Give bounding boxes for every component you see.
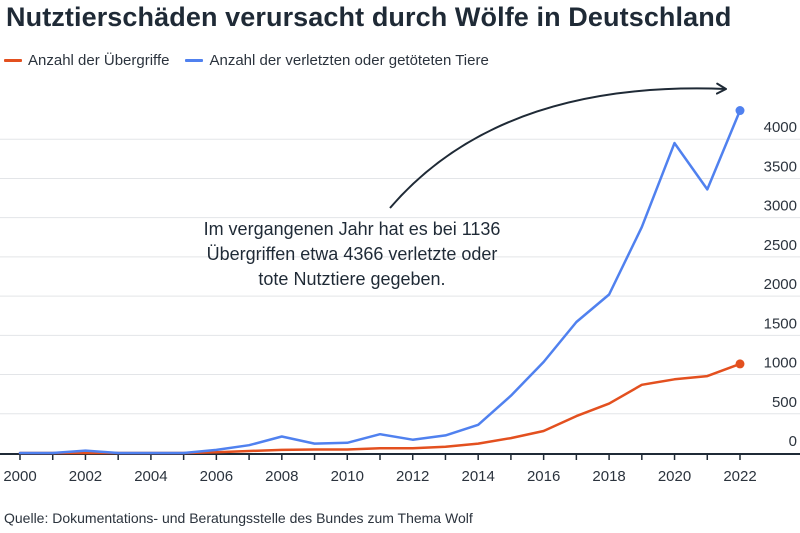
legend-swatch-animals <box>185 59 204 62</box>
x-tick-label: 2022 <box>723 468 756 485</box>
y-tick-label: 4000 <box>764 119 797 136</box>
x-tick-label: 2010 <box>331 468 364 485</box>
legend: Anzahl der Übergriffe Anzahl der verletz… <box>4 52 505 69</box>
legend-label-animals: Anzahl der verletzten oder getöteten Tie… <box>209 52 489 69</box>
x-tick-label: 2008 <box>265 468 298 485</box>
y-tick-label: 3500 <box>764 158 797 175</box>
legend-label-attacks: Anzahl der Übergriffe <box>28 52 170 69</box>
x-tick-label: 2012 <box>396 468 429 485</box>
series-endpoint-attacks <box>735 359 745 369</box>
x-tick-label: 2014 <box>461 468 494 485</box>
annotation-arrow <box>389 82 727 209</box>
x-tick-label: 2002 <box>69 468 102 485</box>
series-endpoint-animals <box>735 106 745 116</box>
y-tick-label: 1000 <box>764 355 797 372</box>
x-tick-label: 2020 <box>658 468 691 485</box>
legend-item-attacks: Anzahl der Übergriffe <box>4 52 169 69</box>
source-note: Quelle: Dokumentations- und Beratungsste… <box>4 510 473 526</box>
x-axis-ticks: 2000 2002 2004 2006 2008 2010 2012 2014 2016 2018… <box>3 454 757 485</box>
x-tick-label: 2000 <box>3 468 36 485</box>
y-tick-label: 2500 <box>764 237 797 254</box>
x-tick-label: 2018 <box>592 468 625 485</box>
series-line-animals <box>18 109 742 455</box>
legend-item-animals: Anzahl der verletzten oder getöteten Tie… <box>185 52 489 69</box>
series-line-attacks <box>18 362 742 455</box>
series <box>18 106 745 455</box>
y-tick-label: 2000 <box>764 276 797 293</box>
x-tick-label: 2004 <box>134 468 167 485</box>
y-axis-ticks: 0 500 1000 1500 2000 2500 3000 3500 4000 <box>764 119 797 450</box>
y-tick-label: 0 <box>789 433 797 450</box>
chart-title: Nutztierschäden verursacht durch Wölfe i… <box>6 2 732 32</box>
gridlines <box>0 138 800 415</box>
y-tick-label: 3000 <box>764 198 797 215</box>
annotation-text: Im vergangenen Jahr hat es bei 1136 Über… <box>203 219 501 289</box>
x-tick-label: 2016 <box>527 468 560 485</box>
legend-swatch-attacks <box>4 59 22 62</box>
x-tick-label: 2006 <box>200 468 233 485</box>
y-tick-label: 1500 <box>764 315 797 332</box>
y-tick-label: 500 <box>772 394 797 411</box>
